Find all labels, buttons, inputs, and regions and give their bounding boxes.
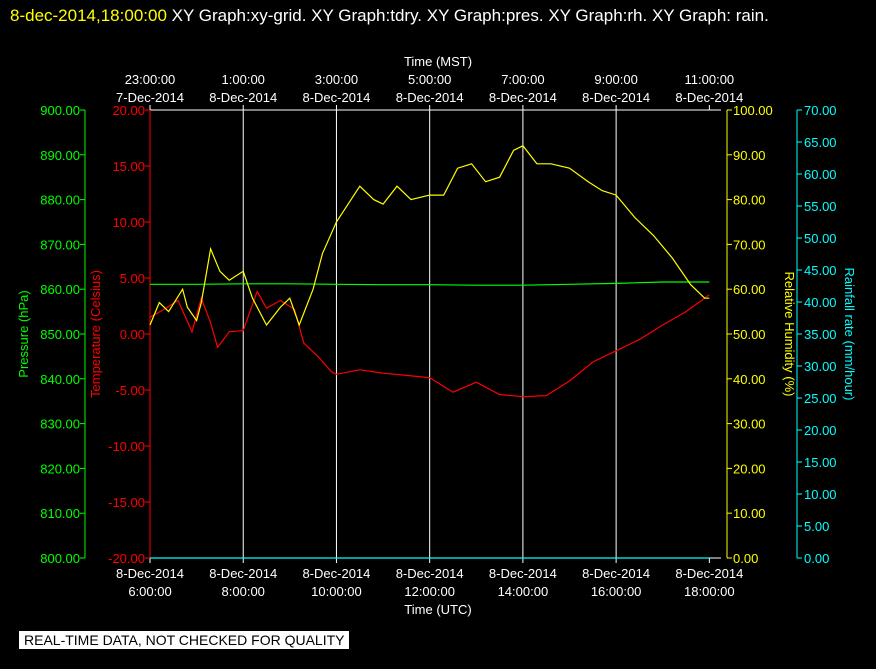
rain-tick-label: 50.00 bbox=[804, 231, 837, 246]
top-tick-label-date: 8-Dec-2014 bbox=[302, 90, 370, 105]
pressure-tick-label: 890.00 bbox=[40, 148, 80, 163]
temperature-tick-label: 20.00 bbox=[112, 103, 145, 118]
temperature-axis-title: Temperature (Celsius) bbox=[88, 270, 103, 398]
bottom-tick-label-date: 8-Dec-2014 bbox=[489, 566, 557, 581]
temperature-tick-label: -10.00 bbox=[108, 439, 145, 454]
pressure-tick-label: 840.00 bbox=[40, 372, 80, 387]
bottom-axis-title: Time (UTC) bbox=[404, 602, 471, 617]
bottom-tick-label-date: 8-Dec-2014 bbox=[209, 566, 277, 581]
rain-tick-label: 70.00 bbox=[804, 103, 837, 118]
humidity-tick-label: 30.00 bbox=[733, 417, 766, 432]
bottom-tick-label-date: 8-Dec-2014 bbox=[582, 566, 650, 581]
rain-tick-label: 10.00 bbox=[804, 487, 837, 502]
temperature-tick-label: -20.00 bbox=[108, 551, 145, 566]
humidity-tick-label: 80.00 bbox=[733, 193, 766, 208]
top-tick-label-date: 8-Dec-2014 bbox=[582, 90, 650, 105]
rain-tick-label: 35.00 bbox=[804, 327, 837, 342]
pressure-tick-label: 820.00 bbox=[40, 461, 80, 476]
pressure-tick-label: 800.00 bbox=[40, 551, 80, 566]
humidity-tick-label: 20.00 bbox=[733, 461, 766, 476]
top-tick-label-date: 8-Dec-2014 bbox=[489, 90, 557, 105]
pressure-series-line bbox=[150, 281, 710, 286]
rain-axis-title: Rainfall rate (mm/hour) bbox=[842, 268, 857, 401]
top-tick-label-time: 3:00:00 bbox=[315, 72, 358, 87]
temperature-tick-label: -15.00 bbox=[108, 495, 145, 510]
humidity-tick-label: 40.00 bbox=[733, 372, 766, 387]
rain-tick-label: 65.00 bbox=[804, 135, 837, 150]
bottom-tick-label-time: 6:00:00 bbox=[128, 584, 171, 599]
bottom-tick-label-time: 8:00:00 bbox=[222, 584, 265, 599]
temperature-tick-label: 15.00 bbox=[112, 159, 145, 174]
temperature-tick-label: -5.00 bbox=[115, 383, 145, 398]
quality-banner: REAL-TIME DATA, NOT CHECKED FOR QUALITY bbox=[19, 631, 350, 649]
humidity-tick-label: 60.00 bbox=[733, 282, 766, 297]
pressure-axis-title: Pressure (hPa) bbox=[16, 290, 31, 377]
pressure-tick-label: 900.00 bbox=[40, 103, 80, 118]
rain-tick-label: 20.00 bbox=[804, 423, 837, 438]
header-timestamp: 8-dec-2014,18:00:00 bbox=[10, 6, 167, 25]
pressure-tick-label: 870.00 bbox=[40, 237, 80, 252]
humidity-tick-label: 0.00 bbox=[733, 551, 758, 566]
rain-tick-label: 25.00 bbox=[804, 391, 837, 406]
top-tick-label-time: 1:00:00 bbox=[222, 72, 265, 87]
rain-tick-label: 30.00 bbox=[804, 359, 837, 374]
top-tick-label-time: 11:00:00 bbox=[685, 72, 735, 87]
humidity-series-line bbox=[149, 145, 710, 327]
top-tick-label-time: 23:00:00 bbox=[125, 72, 176, 87]
top-axis-title: Time (MST) bbox=[404, 54, 472, 69]
page-header: 8-dec-2014,18:00:00 XY Graph:xy-grid. XY… bbox=[10, 2, 860, 30]
bottom-tick-label-time: 18:00:00 bbox=[684, 584, 735, 599]
rain-tick-label: 45.00 bbox=[804, 263, 837, 278]
rain-tick-label: 55.00 bbox=[804, 199, 837, 214]
temperature-tick-label: 10.00 bbox=[112, 215, 145, 230]
rain-tick-label: 15.00 bbox=[804, 455, 837, 470]
top-tick-label-date: 7-Dec-2014 bbox=[116, 90, 184, 105]
bottom-tick-label-time: 16:00:00 bbox=[591, 584, 642, 599]
top-tick-label-date: 8-Dec-2014 bbox=[675, 90, 743, 105]
temperature-tick-label: 5.00 bbox=[120, 271, 145, 286]
rain-tick-label: 5.00 bbox=[804, 519, 829, 534]
humidity-tick-label: 50.00 bbox=[733, 327, 766, 342]
rain-tick-label: 0.00 bbox=[804, 551, 829, 566]
pressure-tick-label: 810.00 bbox=[40, 506, 80, 521]
bottom-tick-label-time: 14:00:00 bbox=[498, 584, 549, 599]
humidity-tick-label: 100.00 bbox=[733, 103, 773, 118]
top-tick-label-time: 5:00:00 bbox=[408, 72, 451, 87]
bottom-tick-label-time: 12:00:00 bbox=[404, 584, 455, 599]
pressure-tick-label: 880.00 bbox=[40, 193, 80, 208]
pressure-tick-label: 830.00 bbox=[40, 417, 80, 432]
bottom-tick-label-time: 10:00:00 bbox=[311, 584, 362, 599]
rain-tick-label: 60.00 bbox=[804, 167, 837, 182]
bottom-tick-label-date: 8-Dec-2014 bbox=[396, 566, 464, 581]
humidity-tick-label: 90.00 bbox=[733, 148, 766, 163]
temperature-tick-label: 0.00 bbox=[120, 327, 145, 342]
top-tick-label-time: 9:00:00 bbox=[594, 72, 637, 87]
top-tick-label-time: 7:00:00 bbox=[501, 72, 544, 87]
bottom-tick-label-date: 8-Dec-2014 bbox=[302, 566, 370, 581]
top-tick-label-date: 8-Dec-2014 bbox=[209, 90, 277, 105]
humidity-axis-title: Relative Humidity (%) bbox=[782, 272, 797, 397]
temperature-series-line bbox=[149, 289, 710, 398]
humidity-tick-label: 70.00 bbox=[733, 237, 766, 252]
bottom-tick-label-date: 8-Dec-2014 bbox=[116, 566, 184, 581]
header-titles: XY Graph:xy-grid. XY Graph:tdry. XY Grap… bbox=[171, 6, 769, 25]
bottom-tick-label-date: 8-Dec-2014 bbox=[675, 566, 743, 581]
humidity-tick-label: 10.00 bbox=[733, 506, 766, 521]
rain-tick-label: 40.00 bbox=[804, 295, 837, 310]
top-tick-label-date: 8-Dec-2014 bbox=[396, 90, 464, 105]
pressure-tick-label: 850.00 bbox=[40, 327, 80, 342]
pressure-tick-label: 860.00 bbox=[40, 282, 80, 297]
